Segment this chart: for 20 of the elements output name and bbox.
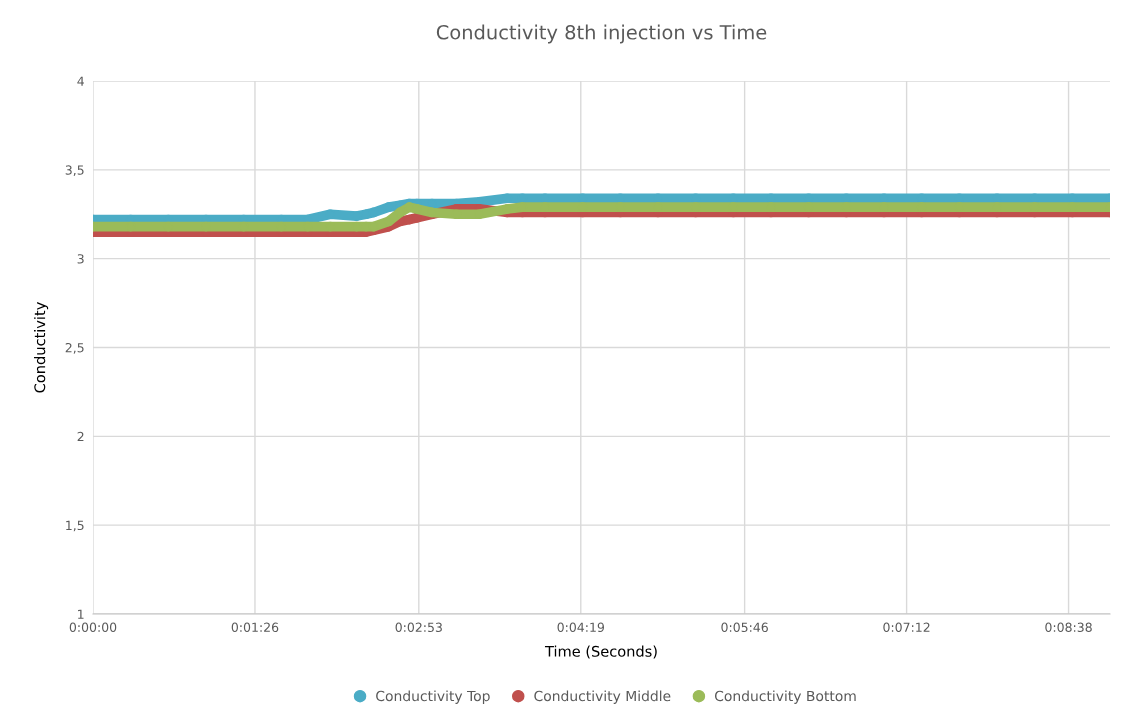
x-tick-label: 0:04:19 xyxy=(557,622,604,633)
y-tick-label: 2,5 xyxy=(65,342,84,354)
x-axis-title: Time (Seconds) xyxy=(544,645,657,659)
x-tick-label: 0:05:46 xyxy=(721,622,768,633)
y-tick-label: 3 xyxy=(77,254,84,264)
y-tick-label: 4 xyxy=(77,76,84,86)
y-tick-label: 2 xyxy=(77,431,84,442)
legend-label: Conductivity Top xyxy=(376,690,490,704)
x-tick-label: 0:01:26 xyxy=(231,622,279,633)
legend-label: Conductivity Bottom xyxy=(714,690,856,704)
chart-title: Conductivity 8th injection vs Time xyxy=(436,24,767,44)
y-tick-label: 1 xyxy=(78,609,84,619)
y-axis-title: Conductivity xyxy=(34,302,49,393)
x-tick-label: 0:02:53 xyxy=(395,622,442,633)
x-tick-label: 0:08:38 xyxy=(1045,622,1092,633)
legend-label: Conductivity Middle xyxy=(534,690,671,704)
y-tick-label: 1,5 xyxy=(66,520,84,532)
x-tick-label: 0:07:12 xyxy=(883,622,930,633)
x-tick-label: 0:00:00 xyxy=(69,622,117,633)
y-tick-label: 3,5 xyxy=(65,165,84,177)
